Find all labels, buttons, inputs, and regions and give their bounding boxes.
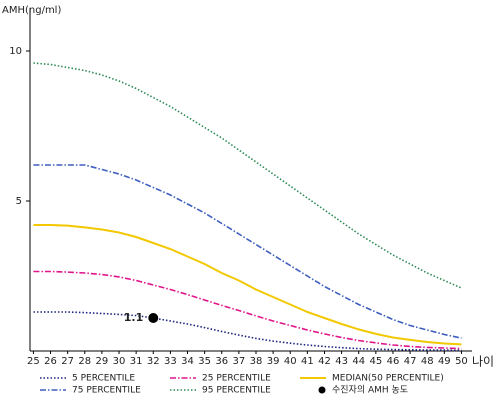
y-tick-label: 5 (16, 196, 22, 207)
x-tick-label: 43 (335, 356, 348, 367)
x-tick-label: 33 (164, 356, 177, 367)
x-tick-label: 31 (130, 356, 143, 367)
y-axis-label: AMH(ng/ml) (2, 5, 61, 16)
x-tick-label: 30 (113, 356, 126, 367)
series-line (33, 62, 462, 289)
x-tick-label: 45 (369, 356, 382, 367)
x-tick-label: 29 (96, 356, 109, 367)
series-line (33, 224, 462, 346)
x-tick-label: 36 (215, 356, 228, 367)
legend-label: MEDIAN(50 PERCENTILE) (332, 374, 444, 384)
x-tick-label: 39 (267, 356, 280, 367)
x-tick-label: 37 (233, 356, 246, 367)
legend-label: 5 PERCENTILE (72, 374, 135, 384)
x-tick-label: 25 (27, 356, 40, 367)
legend-label: 25 PERCENTILE (202, 374, 271, 384)
x-tick-label: 42 (318, 356, 331, 367)
x-tick-label: 44 (352, 356, 365, 367)
x-tick-label: 27 (61, 356, 74, 367)
x-tick-label: 35 (198, 356, 211, 367)
x-tick-label: 41 (301, 356, 314, 367)
x-tick-label: 40 (284, 356, 297, 367)
x-tick-label: 34 (181, 356, 194, 367)
x-tick-label: 48 (421, 356, 434, 367)
patient-label: 1.1 (124, 311, 144, 324)
legend-label: 95 PERCENTILE (202, 386, 271, 396)
series-line (33, 270, 462, 350)
x-tick-label: 47 (404, 356, 417, 367)
x-tick-label: 26 (44, 356, 57, 367)
y-tick-label: 10 (9, 46, 22, 57)
x-tick-label: 38 (250, 356, 263, 367)
x-axis-label: 나이 (472, 355, 494, 369)
x-tick-label: 28 (78, 356, 91, 367)
legend-label: 75 PERCENTILE (72, 386, 141, 396)
legend-marker (318, 386, 326, 394)
patient-point (148, 313, 159, 323)
series-line (33, 311, 462, 352)
x-tick-label: 46 (387, 356, 400, 367)
x-tick-label: 50 (455, 356, 468, 367)
legend-label: 수진자의 AMH 농도 (332, 385, 408, 396)
x-tick-label: 32 (147, 356, 160, 367)
series-line (33, 164, 462, 339)
x-tick-label: 49 (438, 356, 451, 367)
